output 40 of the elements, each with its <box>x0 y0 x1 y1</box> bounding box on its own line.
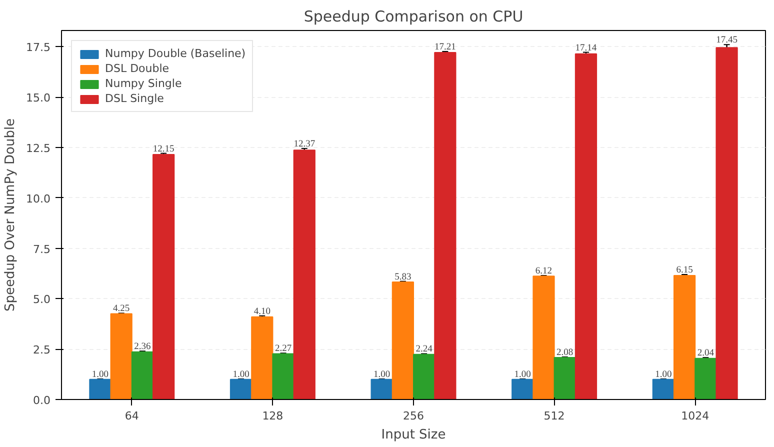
data-label: 2.04 <box>697 348 714 359</box>
x-axis-title: Input Size <box>381 428 446 442</box>
data-label: 2.27 <box>274 344 292 354</box>
data-label: 4.25 <box>113 304 130 314</box>
data-label: 2.36 <box>134 342 152 352</box>
data-label: 1.00 <box>514 370 532 380</box>
x-tick-label: 512 <box>544 410 565 422</box>
x-tick-label: 128 <box>262 410 284 422</box>
chart-title: Speedup Comparison on CPU <box>304 8 524 26</box>
y-tick-label: 7.5 <box>33 242 51 256</box>
legend-label: Numpy Double (Baseline) <box>105 47 246 60</box>
y-tick-label: 5.0 <box>33 293 51 306</box>
data-label: 2.08 <box>556 348 574 358</box>
y-tick-label: 15.0 <box>26 92 51 105</box>
data-label: 17.45 <box>716 36 738 46</box>
y-tick-label: 2.5 <box>33 344 51 357</box>
legend-label: DSL Single <box>105 92 164 105</box>
data-label: 1.00 <box>655 370 672 380</box>
legend-label: DSL Double <box>105 62 170 75</box>
data-label: 5.83 <box>394 272 412 282</box>
legend-label: Numpy Single <box>105 77 182 90</box>
data-label: 1.00 <box>374 370 390 380</box>
y-tick-label: 17.5 <box>26 41 51 54</box>
y-tick-label: 12.5 <box>26 142 51 155</box>
x-tick-label: 64 <box>124 410 139 422</box>
y-tick-label: 0.0 <box>33 394 51 407</box>
data-label: 6.15 <box>676 265 694 276</box>
data-label: 17.21 <box>434 42 456 52</box>
y-tick-label: 10.0 <box>26 192 51 206</box>
x-tick-label: 256 <box>403 410 424 422</box>
data-label: 1.00 <box>92 370 109 380</box>
data-label: 2.24 <box>416 344 433 355</box>
data-label: 4.10 <box>254 306 271 317</box>
data-label: 17.14 <box>575 43 597 54</box>
data-label: 12.37 <box>294 139 316 150</box>
x-tick-label: 1024 <box>681 410 710 422</box>
data-label: 1.00 <box>232 370 250 380</box>
data-label: 6.12 <box>535 266 552 276</box>
data-label: 12.15 <box>152 144 175 154</box>
y-axis-title: Speedup Over NumPy Double <box>3 118 18 312</box>
